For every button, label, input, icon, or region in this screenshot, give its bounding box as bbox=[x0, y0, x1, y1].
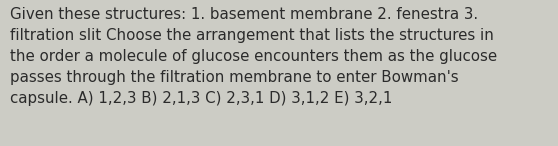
Text: Given these structures: 1. basement membrane 2. fenestra 3.
filtration slit Choo: Given these structures: 1. basement memb… bbox=[10, 7, 497, 106]
